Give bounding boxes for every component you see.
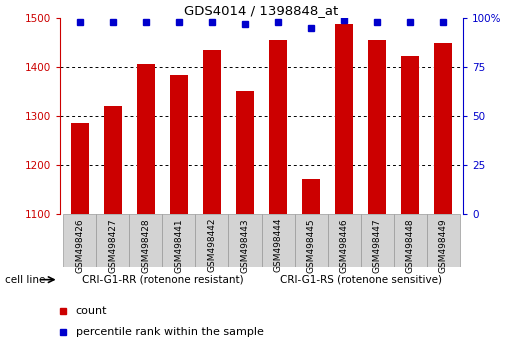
Bar [163, 214, 196, 267]
Text: GSM498444: GSM498444 [274, 218, 282, 272]
Text: GSM498427: GSM498427 [108, 218, 118, 273]
Bar [104, 106, 122, 214]
Text: GSM498426: GSM498426 [75, 218, 84, 273]
Bar [335, 24, 353, 214]
Text: percentile rank within the sample: percentile rank within the sample [76, 327, 264, 337]
Bar [137, 64, 155, 214]
Bar [393, 214, 427, 267]
Bar [269, 40, 287, 214]
Bar [368, 40, 386, 214]
Bar [96, 214, 130, 267]
Title: GDS4014 / 1398848_at: GDS4014 / 1398848_at [185, 4, 338, 17]
Text: GSM498428: GSM498428 [141, 218, 151, 273]
Bar [327, 214, 360, 267]
Text: count: count [76, 306, 107, 316]
Text: GSM498449: GSM498449 [439, 218, 448, 273]
Text: CRI-G1-RR (rotenone resistant): CRI-G1-RR (rotenone resistant) [82, 275, 243, 285]
Bar [203, 50, 221, 214]
Bar [360, 214, 393, 267]
Text: GSM498447: GSM498447 [372, 218, 382, 273]
Bar [427, 214, 460, 267]
Bar [71, 123, 89, 214]
Bar [434, 43, 452, 214]
Text: GSM498445: GSM498445 [306, 218, 315, 273]
Text: CRI-G1-RS (rotenone sensitive): CRI-G1-RS (rotenone sensitive) [279, 275, 441, 285]
Text: GSM498446: GSM498446 [339, 218, 348, 273]
Bar [262, 214, 294, 267]
Bar [170, 75, 188, 214]
Text: GSM498448: GSM498448 [405, 218, 415, 273]
Text: GSM498443: GSM498443 [241, 218, 249, 273]
Text: GSM498441: GSM498441 [175, 218, 184, 273]
Text: GSM498442: GSM498442 [208, 218, 217, 272]
Bar [63, 214, 96, 267]
Bar [401, 56, 419, 214]
Bar [229, 214, 262, 267]
Bar [196, 214, 229, 267]
Bar [236, 91, 254, 214]
Text: cell line: cell line [5, 275, 46, 285]
Bar [302, 179, 320, 214]
Bar [130, 214, 163, 267]
Bar [294, 214, 327, 267]
